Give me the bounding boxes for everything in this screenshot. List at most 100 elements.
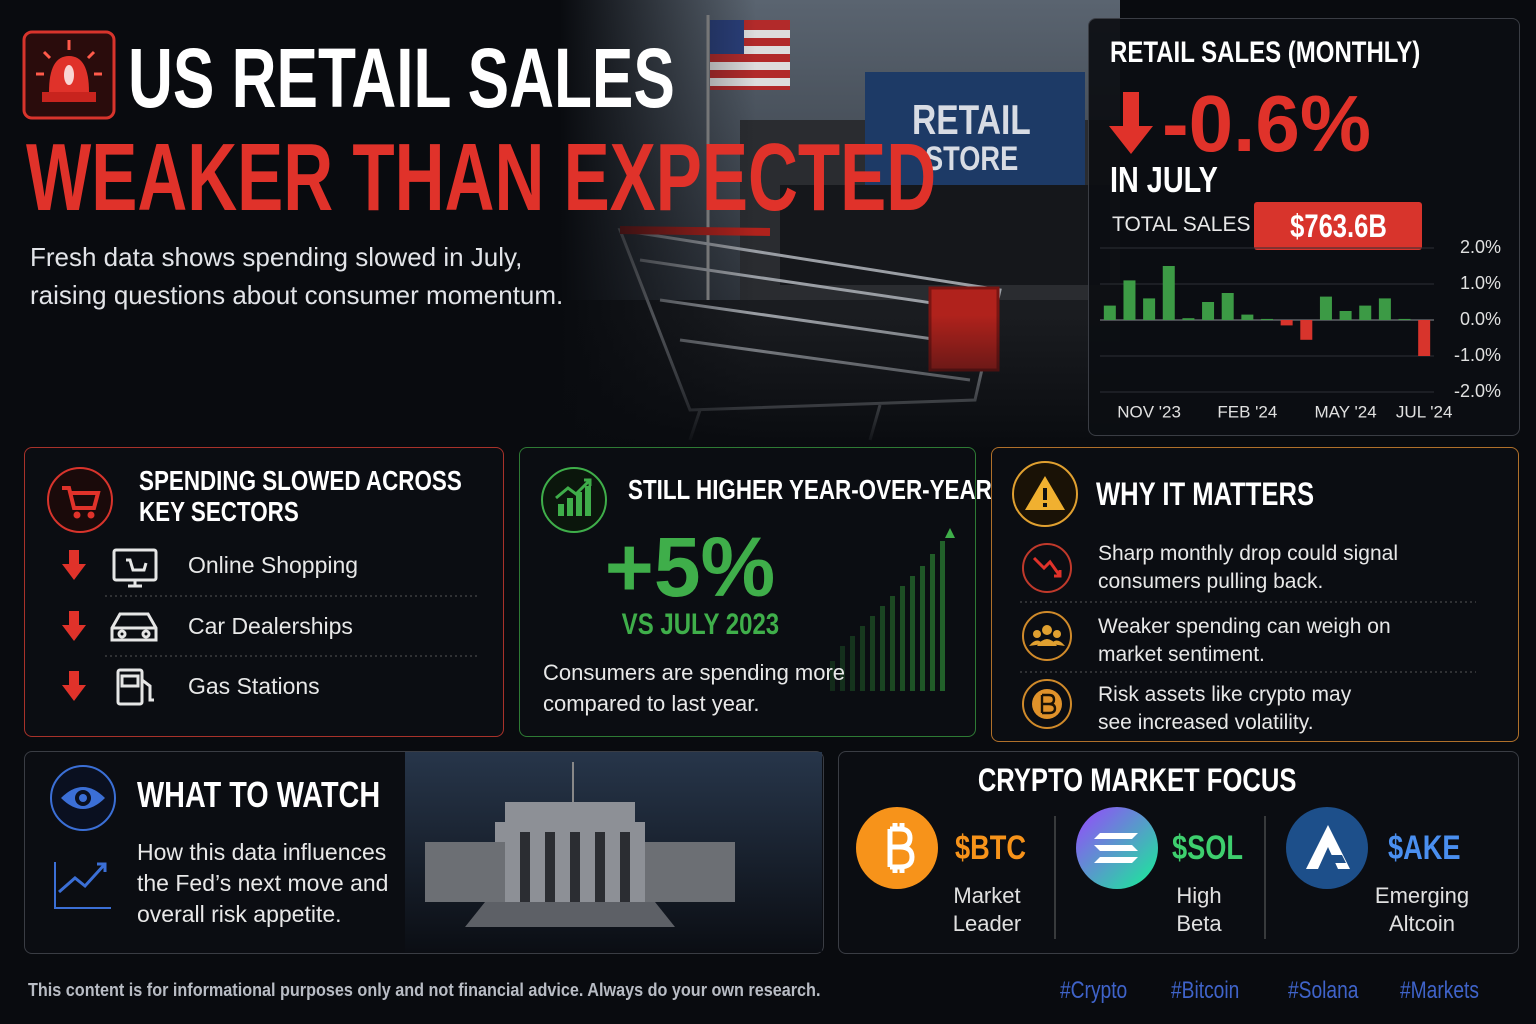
bar bbox=[1300, 320, 1313, 340]
coin-ticker-text: $AKE bbox=[1388, 829, 1461, 867]
coin-desc-line: Leader bbox=[952, 911, 1022, 936]
why-line: Weaker spending can weigh on bbox=[1098, 615, 1391, 638]
disclaimer: This content is for informational purpos… bbox=[28, 980, 909, 1001]
crypto-panel bbox=[838, 751, 1519, 954]
bar bbox=[1339, 311, 1352, 320]
bar bbox=[1261, 318, 1273, 320]
x-tick-label: JUL '24 bbox=[1396, 402, 1452, 421]
coin-ticker-text: $SOL bbox=[1172, 829, 1244, 867]
total-value: $763.6B bbox=[1254, 202, 1422, 250]
bar bbox=[1241, 314, 1254, 320]
monthly-change: -0.6% bbox=[1162, 79, 1371, 168]
bar bbox=[1418, 320, 1431, 356]
headline: WEAKER THAN EXPECTED bbox=[26, 130, 1290, 226]
y-tick-label: 2.0% bbox=[1460, 237, 1501, 257]
bar bbox=[1162, 266, 1175, 320]
store-sign-line: STORE bbox=[925, 140, 1019, 178]
disclaimer-text: This content is for informational purpos… bbox=[28, 980, 821, 1000]
store-sign-line: RETAIL bbox=[912, 96, 1031, 143]
coin-desc-line: High bbox=[1176, 883, 1222, 908]
tag: #Solana bbox=[1288, 977, 1376, 1005]
watch-graphics bbox=[50, 752, 822, 952]
title: US RETAIL SALES bbox=[128, 36, 867, 120]
why-item: Sharp monthly drop could signal consumers… bbox=[1098, 540, 1398, 596]
monthly-chart: 2.0% 1.0% 0.0% -1.0% -2.0% NOV '23 FEB '24 MAY … bbox=[1100, 237, 1501, 421]
bar bbox=[1359, 305, 1372, 320]
bar bbox=[1202, 302, 1215, 320]
tag-text: #Crypto bbox=[1060, 977, 1128, 1004]
subtitle-line: raising questions about consumer momentu… bbox=[30, 280, 564, 310]
y-tick-label: 0.0% bbox=[1460, 309, 1501, 329]
x-tick-label: FEB '24 bbox=[1217, 402, 1277, 421]
yoy-note: Consumers are spending more compared to … bbox=[543, 657, 845, 719]
yoy-note-line: Consumers are spending more bbox=[543, 660, 846, 685]
why-panel bbox=[991, 447, 1519, 742]
why-title: WHY IT MATTERS bbox=[1096, 476, 1369, 513]
sector-item: Car Dealerships bbox=[188, 613, 353, 639]
coin-desc-line: Altcoin bbox=[1388, 911, 1456, 936]
why-line: Sharp monthly drop could signal bbox=[1098, 542, 1399, 565]
coin-desc-line: Beta bbox=[1176, 911, 1222, 936]
y-tick-label: -1.0% bbox=[1454, 345, 1501, 365]
why-icons bbox=[1012, 461, 1476, 729]
monthly-period: IN JULY bbox=[1110, 160, 1245, 200]
alarm-icon bbox=[22, 30, 116, 120]
tag: #Crypto bbox=[1060, 977, 1144, 1005]
sectors-title-line: SPENDING SLOWED ACROSS bbox=[139, 465, 462, 496]
coin-desc-line: Market bbox=[953, 883, 1021, 908]
bar bbox=[1378, 298, 1391, 320]
x-tick-label: NOV '23 bbox=[1117, 402, 1181, 421]
bar bbox=[1103, 305, 1116, 320]
sector-item: Online Shopping bbox=[188, 552, 359, 578]
down-arrow bbox=[1109, 92, 1153, 154]
coin-icons bbox=[856, 807, 1368, 939]
photo-fade-bottom bbox=[560, 0, 1120, 450]
coin-ticker: $AKE bbox=[1388, 829, 1479, 868]
sectors-title: SPENDING SLOWED ACROSS KEY SECTORS bbox=[139, 465, 542, 527]
crypto-title-text: CRYPTO MARKET FOCUS bbox=[977, 762, 1297, 798]
total-label: TOTAL SALES bbox=[1112, 213, 1251, 236]
monthly-heading-text: RETAIL SALES (MONTHLY) bbox=[1110, 36, 1421, 69]
coin-desc: Market Leader bbox=[937, 882, 1037, 938]
watch-line: How this data influences bbox=[137, 839, 387, 865]
bar bbox=[1398, 318, 1411, 320]
coin-ticker: $SOL bbox=[1172, 829, 1261, 868]
crypto-title: CRYPTO MARKET FOCUS bbox=[938, 762, 1330, 799]
monthly-heading: RETAIL SALES (MONTHLY) bbox=[1110, 36, 1498, 70]
tag: #Markets bbox=[1400, 977, 1499, 1005]
yoy-note-line: compared to last year. bbox=[543, 691, 760, 716]
cart-icon bbox=[47, 467, 113, 533]
bar bbox=[1319, 296, 1332, 320]
bar bbox=[1221, 293, 1234, 320]
yoy-value: +5% bbox=[604, 520, 776, 614]
total-value-text: $763.6B bbox=[1289, 208, 1387, 244]
yoy-title-text: STILL HIGHER YEAR-OVER-YEAR bbox=[628, 474, 992, 505]
why-title-text: WHY IT MATTERS bbox=[1096, 476, 1315, 512]
bar bbox=[1182, 318, 1195, 320]
coin-desc: Emerging Altcoin bbox=[1362, 882, 1482, 938]
store-sign: RETAIL bbox=[912, 96, 1061, 144]
x-tick-label: MAY '24 bbox=[1315, 402, 1377, 421]
coin-ticker: $BTC bbox=[955, 829, 1044, 868]
yoy-graphics bbox=[541, 467, 955, 691]
sector-icons bbox=[62, 548, 478, 706]
coin-desc: High Beta bbox=[1149, 882, 1249, 938]
watch-line: the Fed’s next move and bbox=[137, 870, 389, 896]
why-line: see increased volatility. bbox=[1098, 711, 1314, 734]
bar bbox=[1280, 320, 1293, 326]
tag-text: #Bitcoin bbox=[1171, 977, 1240, 1004]
coin-desc-line: Emerging bbox=[1374, 883, 1470, 908]
headline-text: WEAKER THAN EXPECTED bbox=[26, 124, 937, 231]
sector-item: Gas Stations bbox=[188, 673, 320, 699]
sectors-title-line: KEY SECTORS bbox=[139, 496, 299, 527]
yoy-comparison: VS JULY 2023 bbox=[560, 608, 840, 642]
watch-title-text: WHAT TO WATCH bbox=[137, 774, 381, 815]
why-line: market sentiment. bbox=[1098, 643, 1265, 666]
watch-text: How this data influences the Fed’s next … bbox=[137, 837, 388, 930]
store-sign: STORE bbox=[925, 140, 1042, 179]
yoy-title: STILL HIGHER YEAR-OVER-YEAR bbox=[628, 474, 1083, 506]
y-tick-label: 1.0% bbox=[1460, 273, 1501, 293]
tag-text: #Markets bbox=[1400, 977, 1479, 1004]
